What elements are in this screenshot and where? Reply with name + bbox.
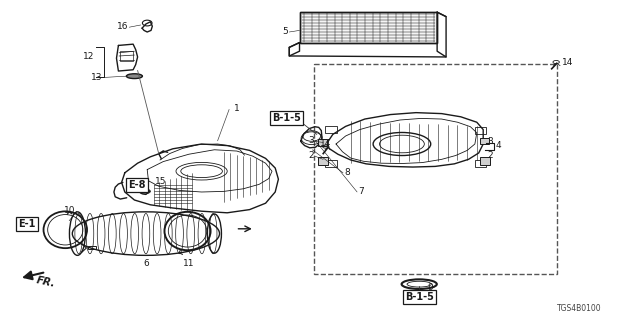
Text: 7: 7 [358, 187, 364, 196]
Bar [480, 157, 490, 165]
Text: 15: 15 [155, 177, 166, 186]
Bar [318, 157, 328, 165]
Text: 11: 11 [183, 259, 195, 268]
Ellipse shape [127, 74, 143, 79]
Bar [120, 51, 133, 61]
Text: 2: 2 [308, 151, 314, 160]
Bar [318, 139, 327, 146]
Bar [475, 127, 486, 134]
Bar [300, 12, 437, 43]
Bar [300, 12, 437, 43]
Text: 4: 4 [496, 141, 502, 150]
Text: B-1-5: B-1-5 [404, 292, 434, 302]
Text: 9: 9 [428, 283, 433, 292]
Bar [325, 160, 337, 167]
Bar [325, 126, 337, 133]
Text: E-8: E-8 [128, 180, 146, 190]
Text: 2: 2 [488, 151, 493, 160]
Text: 12: 12 [83, 52, 95, 60]
Text: 14: 14 [562, 58, 573, 67]
Bar [88, 246, 96, 249]
Text: 1: 1 [234, 104, 239, 113]
Text: 5: 5 [282, 27, 288, 36]
Bar [314, 64, 557, 274]
Bar [480, 138, 489, 144]
Text: B-1-5: B-1-5 [272, 113, 301, 124]
Text: 13: 13 [91, 73, 102, 82]
Text: 14: 14 [320, 139, 332, 148]
Bar [475, 160, 486, 167]
Text: 8: 8 [344, 168, 350, 177]
Text: 6: 6 [143, 259, 148, 268]
Text: 3: 3 [308, 136, 314, 145]
Text: FR.: FR. [35, 275, 56, 289]
Text: TGS4B0100: TGS4B0100 [557, 304, 602, 313]
Text: 3: 3 [488, 137, 493, 146]
Text: E-1: E-1 [18, 219, 36, 229]
Text: 16: 16 [116, 22, 128, 31]
Text: 10: 10 [64, 206, 76, 215]
